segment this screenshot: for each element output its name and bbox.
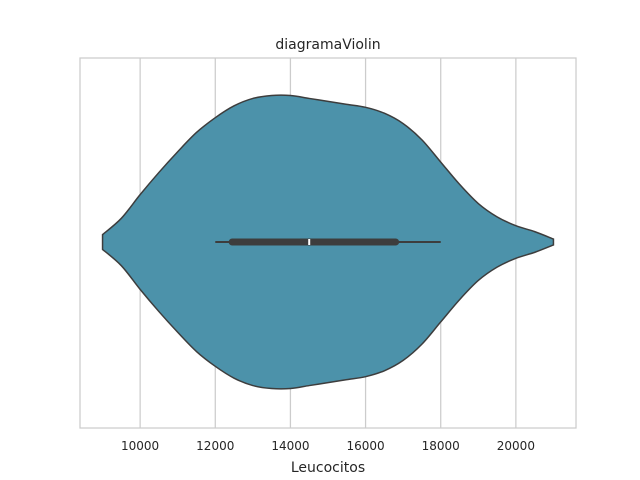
x-axis-ticks: 10000 12000 14000 16000 18000 20000 <box>121 439 535 453</box>
x-tick-label: 16000 <box>346 439 384 453</box>
inner-boxplot <box>215 238 441 246</box>
x-axis-label: Leucocitos <box>291 460 365 476</box>
x-tick-label: 20000 <box>497 439 535 453</box>
chart-title: diagramaViolin <box>275 37 380 53</box>
x-tick-label: 10000 <box>121 439 159 453</box>
x-tick-label: 12000 <box>196 439 234 453</box>
median-marker <box>308 239 311 245</box>
x-tick-label: 18000 <box>422 439 460 453</box>
x-tick-label: 14000 <box>271 439 309 453</box>
plot-frame <box>79 57 577 429</box>
